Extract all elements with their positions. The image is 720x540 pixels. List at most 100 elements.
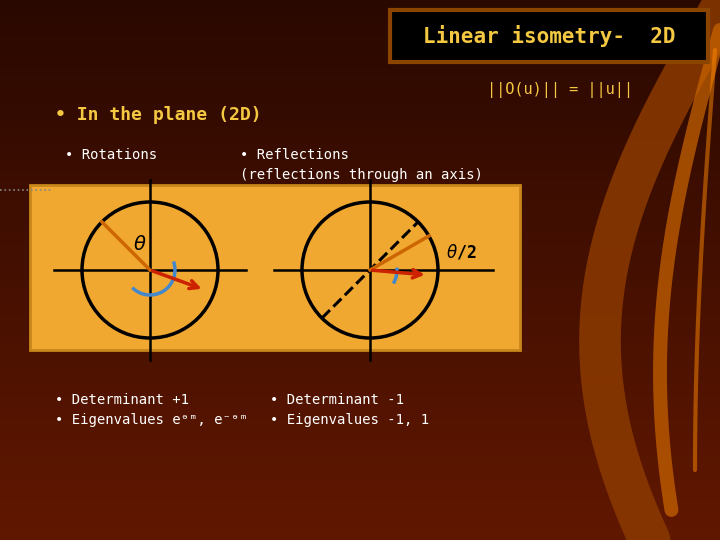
Bar — [0, 117, 720, 122]
Bar — [0, 463, 720, 468]
Bar — [0, 99, 720, 104]
Bar — [0, 158, 720, 162]
Text: Linear isometry-  2D: Linear isometry- 2D — [423, 25, 675, 47]
Bar — [0, 500, 720, 504]
Bar — [0, 472, 720, 477]
Bar — [0, 517, 720, 522]
Bar — [0, 139, 720, 144]
Bar — [0, 85, 720, 90]
Bar — [0, 207, 720, 212]
Bar — [0, 40, 720, 45]
Text: ||O(u)|| = ||u||: ||O(u)|| = ||u|| — [487, 82, 633, 98]
Text: $\theta$: $\theta$ — [133, 234, 147, 253]
Bar — [0, 225, 720, 229]
Bar — [0, 401, 720, 405]
Bar — [0, 477, 720, 482]
Bar — [0, 293, 720, 297]
Bar — [0, 266, 720, 270]
Bar — [0, 162, 720, 166]
Bar — [0, 369, 720, 374]
Bar — [0, 320, 720, 324]
Bar — [390, 10, 708, 62]
Bar — [0, 0, 720, 4]
Bar — [0, 68, 720, 72]
Bar — [0, 490, 720, 495]
Bar — [0, 284, 720, 288]
Bar — [0, 247, 720, 252]
Text: • Determinant +1: • Determinant +1 — [55, 393, 189, 407]
Bar — [0, 171, 720, 176]
Bar — [0, 392, 720, 396]
Bar — [0, 234, 720, 239]
Bar — [0, 301, 720, 306]
Bar — [0, 180, 720, 185]
Bar — [0, 153, 720, 158]
Bar — [0, 414, 720, 418]
Bar — [0, 338, 720, 342]
Text: • Eigenvalues -1, 1: • Eigenvalues -1, 1 — [270, 413, 429, 427]
Bar — [0, 4, 720, 9]
Bar — [0, 432, 720, 436]
Bar — [0, 239, 720, 243]
Bar — [0, 495, 720, 500]
Bar — [0, 31, 720, 36]
Bar — [0, 72, 720, 77]
Bar — [0, 355, 720, 360]
Bar — [0, 216, 720, 220]
Bar — [0, 504, 720, 509]
Bar — [0, 261, 720, 266]
Bar — [0, 14, 720, 18]
Bar — [0, 333, 720, 338]
Bar — [0, 63, 720, 68]
Bar — [0, 27, 720, 31]
Bar — [0, 220, 720, 225]
Bar — [0, 374, 720, 378]
Text: • Determinant -1: • Determinant -1 — [270, 393, 404, 407]
Bar — [30, 185, 520, 350]
Bar — [0, 328, 720, 333]
Bar — [0, 509, 720, 513]
Bar — [0, 252, 720, 256]
Bar — [0, 148, 720, 153]
Bar — [0, 198, 720, 202]
Bar — [0, 409, 720, 414]
Bar — [0, 122, 720, 126]
Bar — [0, 23, 720, 27]
Bar — [0, 77, 720, 81]
Bar — [0, 135, 720, 139]
Bar — [0, 405, 720, 409]
Bar — [0, 526, 720, 531]
Bar — [0, 112, 720, 117]
Bar — [0, 18, 720, 23]
Bar — [0, 9, 720, 14]
Bar — [0, 45, 720, 50]
Bar — [0, 50, 720, 54]
Bar — [0, 131, 720, 135]
Bar — [0, 459, 720, 463]
Bar — [0, 54, 720, 58]
Text: • Reflections
(reflections through an axis): • Reflections (reflections through an ax… — [240, 148, 483, 181]
Bar — [0, 243, 720, 247]
Bar — [0, 468, 720, 472]
Bar — [0, 513, 720, 517]
Bar — [0, 58, 720, 63]
Text: • Rotations: • Rotations — [65, 148, 157, 162]
Bar — [0, 185, 720, 189]
Bar — [0, 347, 720, 351]
Bar — [0, 270, 720, 274]
Bar — [0, 428, 720, 432]
Bar — [0, 486, 720, 490]
Bar — [0, 126, 720, 131]
Bar — [0, 202, 720, 207]
Bar — [0, 531, 720, 536]
Text: $\theta$/2: $\theta$/2 — [446, 242, 477, 261]
Bar — [0, 455, 720, 459]
Bar — [0, 378, 720, 382]
Bar — [0, 297, 720, 301]
Bar — [0, 387, 720, 392]
Bar — [0, 536, 720, 540]
Bar — [0, 279, 720, 284]
Text: • Eigenvalues eᵊᵐ, e⁻ᵊᵐ: • Eigenvalues eᵊᵐ, e⁻ᵊᵐ — [55, 413, 248, 427]
Bar — [0, 144, 720, 148]
Bar — [0, 441, 720, 445]
